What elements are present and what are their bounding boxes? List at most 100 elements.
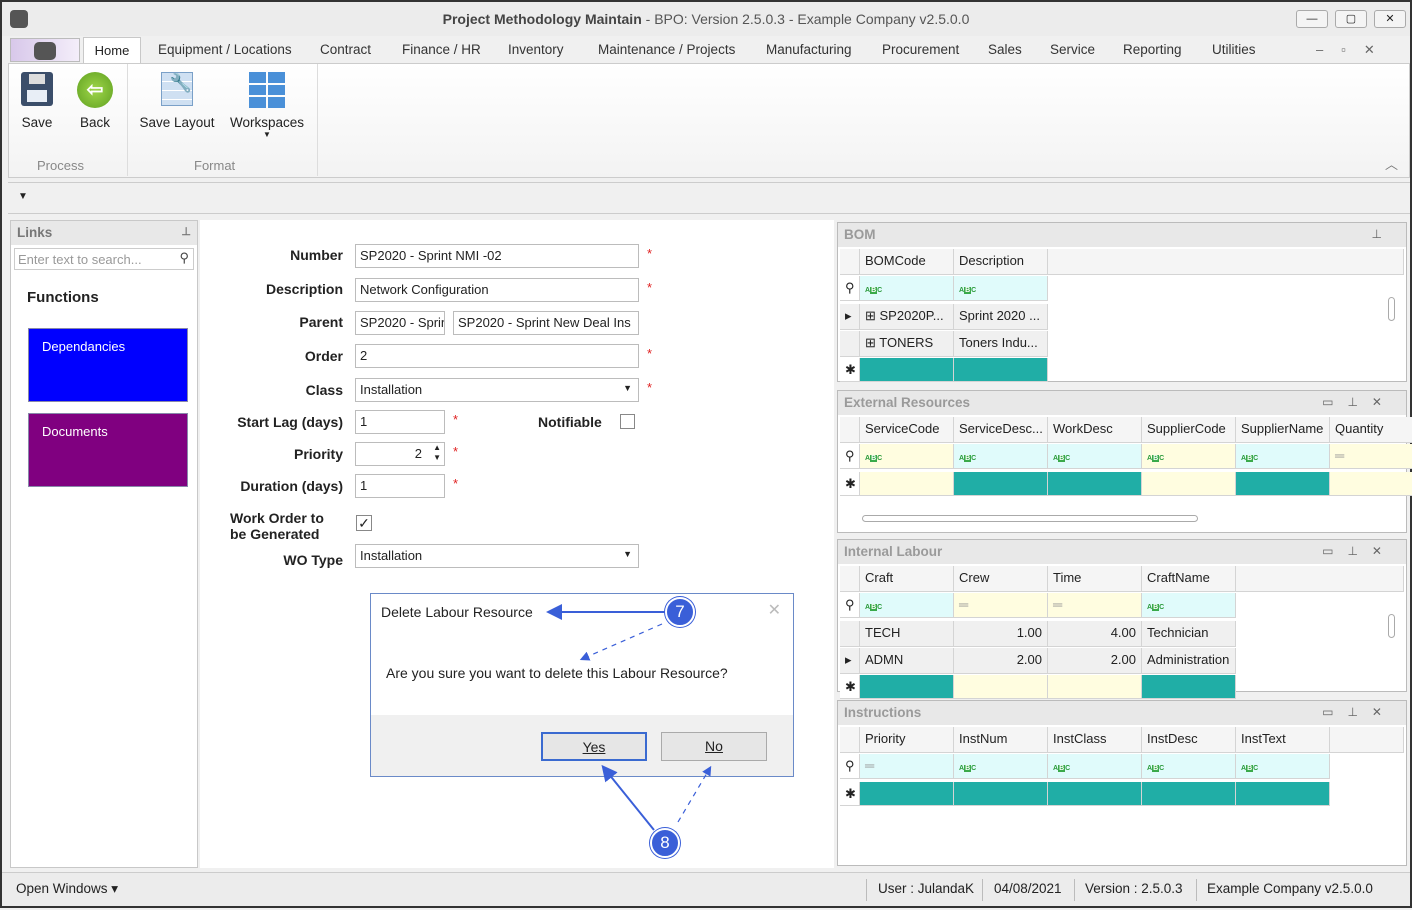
mdi-controls[interactable]: –▫✕ <box>1316 42 1393 57</box>
new-row-cell[interactable] <box>860 472 954 496</box>
table-cell[interactable]: Toners Indu... <box>954 331 1048 357</box>
filter-cell[interactable]: ABC <box>860 593 954 618</box>
new-row-cell[interactable] <box>860 358 954 382</box>
tab-equipment-locations[interactable]: Equipment / Locations <box>158 42 292 57</box>
table-cell[interactable]: ADMN <box>860 648 954 674</box>
expand-icon[interactable]: ⊞ <box>865 308 880 323</box>
filter-cell[interactable]: ABC <box>860 444 954 469</box>
maximize-button[interactable]: ▢ <box>1335 10 1367 28</box>
vertical-scrollbar[interactable] <box>1388 297 1395 321</box>
column-header[interactable]: Time <box>1048 566 1142 592</box>
parent-description-input[interactable]: SP2020 - Sprint New Deal Ins <box>453 311 639 335</box>
column-header[interactable]: SupplierCode <box>1142 417 1236 443</box>
description-input[interactable]: Network Configuration <box>355 278 639 302</box>
filter-cell[interactable]: ═ <box>1048 593 1142 618</box>
filter-cell[interactable]: ABC <box>1048 444 1142 469</box>
column-header[interactable]: Priority <box>860 727 954 753</box>
new-row-cell[interactable] <box>1330 472 1412 496</box>
vertical-scrollbar[interactable] <box>1388 614 1395 638</box>
table-cell[interactable]: ⊞ SP2020P... <box>860 304 954 330</box>
table-cell[interactable]: TECH <box>860 621 954 647</box>
column-header[interactable]: SupplierName <box>1236 417 1330 443</box>
save-layout-button[interactable]: 🔧 Save Layout <box>137 72 217 132</box>
new-row-cell[interactable] <box>954 675 1048 699</box>
wo-type-select[interactable]: Installation ▼ <box>355 544 639 568</box>
parent-code-input[interactable]: SP2020 - Sprint <box>355 311 445 335</box>
column-header[interactable]: ServiceDesc... <box>954 417 1048 443</box>
table-cell[interactable]: Technician <box>1142 621 1236 647</box>
row-indicator[interactable] <box>840 331 860 357</box>
panel-controls[interactable]: ▭⊥✕ <box>1322 705 1396 719</box>
new-row-cell[interactable] <box>954 358 1048 382</box>
open-windows-button[interactable]: Open Windows ▾ <box>16 881 119 896</box>
minimize-button[interactable]: — <box>1296 10 1328 28</box>
work-order-checkbox[interactable]: ✓ <box>356 515 372 531</box>
tab-inventory[interactable]: Inventory <box>508 42 564 57</box>
tab-manufacturing[interactable]: Manufacturing <box>766 42 852 57</box>
application-menu-button[interactable] <box>10 38 80 62</box>
tab-service[interactable]: Service <box>1050 42 1096 57</box>
new-row-cell[interactable] <box>1142 472 1236 496</box>
column-header[interactable]: Craft <box>860 566 954 592</box>
new-row-cell[interactable] <box>1048 675 1142 699</box>
no-button[interactable]: No <box>661 732 767 761</box>
column-header[interactable]: InstText <box>1236 727 1330 753</box>
row-indicator[interactable]: ▸ <box>840 304 860 330</box>
tab-reporting[interactable]: Reporting <box>1123 42 1182 57</box>
duration-input[interactable]: 1 <box>355 474 445 498</box>
filter-cell[interactable]: ABC <box>1236 754 1330 779</box>
row-indicator[interactable]: ▸ <box>840 648 860 674</box>
table-cell[interactable]: 1.00 <box>954 621 1048 647</box>
panel-controls[interactable]: ⊥ <box>1371 227 1396 241</box>
spin-arrows-icon[interactable]: ▲ ▼ <box>433 443 441 462</box>
tab-maintenance-projects[interactable]: Maintenance / Projects <box>598 42 736 57</box>
collapse-ribbon-icon[interactable]: ︿ <box>1385 157 1399 172</box>
new-row-cell[interactable] <box>1236 782 1330 806</box>
dialog-close-icon[interactable]: ✕ <box>767 602 781 619</box>
table-cell[interactable]: Sprint 2020 ... <box>954 304 1048 330</box>
filter-cell[interactable]: ═ <box>860 754 954 779</box>
new-row-cell[interactable] <box>1142 675 1236 699</box>
column-header[interactable]: InstNum <box>954 727 1048 753</box>
filter-cell[interactable]: ABC <box>954 276 1048 301</box>
table-cell[interactable]: ⊞ TONERS <box>860 331 954 357</box>
new-row-cell[interactable] <box>1142 782 1236 806</box>
filter-cell[interactable]: ABC <box>1236 444 1330 469</box>
customize-arrow-icon[interactable]: ▼ <box>18 191 28 202</box>
class-select[interactable]: Installation ▼ <box>355 378 639 402</box>
expand-icon[interactable]: ⊞ <box>865 335 880 350</box>
yes-button[interactable]: Yes <box>541 732 647 761</box>
table-cell[interactable]: Administration <box>1142 648 1236 674</box>
column-header[interactable]: ServiceCode <box>860 417 954 443</box>
tab-finance-hr[interactable]: Finance / HR <box>402 42 481 57</box>
close-button[interactable]: ✕ <box>1374 10 1406 28</box>
workspaces-button[interactable]: Workspaces ▼ <box>229 72 305 148</box>
filter-cell[interactable]: ABC <box>954 444 1048 469</box>
column-header[interactable]: Crew <box>954 566 1048 592</box>
row-indicator[interactable] <box>840 621 860 647</box>
new-row-cell[interactable] <box>860 675 954 699</box>
tab-sales[interactable]: Sales <box>988 42 1022 57</box>
tab-contract[interactable]: Contract <box>320 42 372 57</box>
new-row-cell[interactable] <box>954 472 1048 496</box>
number-input[interactable]: SP2020 - Sprint NMI -02 <box>355 244 639 268</box>
panel-controls[interactable]: ▭⊥✕ <box>1322 395 1396 409</box>
new-row-cell[interactable] <box>1048 782 1142 806</box>
tab-procurement[interactable]: Procurement <box>882 42 960 57</box>
column-header[interactable]: Description <box>954 249 1048 275</box>
back-button[interactable]: ⇦ Back <box>75 72 115 132</box>
save-button[interactable]: Save <box>19 72 55 132</box>
column-header[interactable]: InstDesc <box>1142 727 1236 753</box>
table-cell[interactable]: 2.00 <box>1048 648 1142 674</box>
search-icon[interactable]: ⚲ <box>179 250 189 265</box>
column-header[interactable]: InstClass <box>1048 727 1142 753</box>
filter-cell[interactable]: ABC <box>954 754 1048 779</box>
documents-button[interactable]: Documents <box>28 413 188 487</box>
filter-cell[interactable]: ABC <box>1142 754 1236 779</box>
column-header[interactable]: CraftName <box>1142 566 1236 592</box>
pin-icon[interactable]: ⊥ <box>181 226 191 238</box>
new-row-cell[interactable] <box>1236 472 1330 496</box>
order-input[interactable]: 2 <box>355 344 639 368</box>
table-cell[interactable]: 2.00 <box>954 648 1048 674</box>
new-row-cell[interactable] <box>1048 472 1142 496</box>
